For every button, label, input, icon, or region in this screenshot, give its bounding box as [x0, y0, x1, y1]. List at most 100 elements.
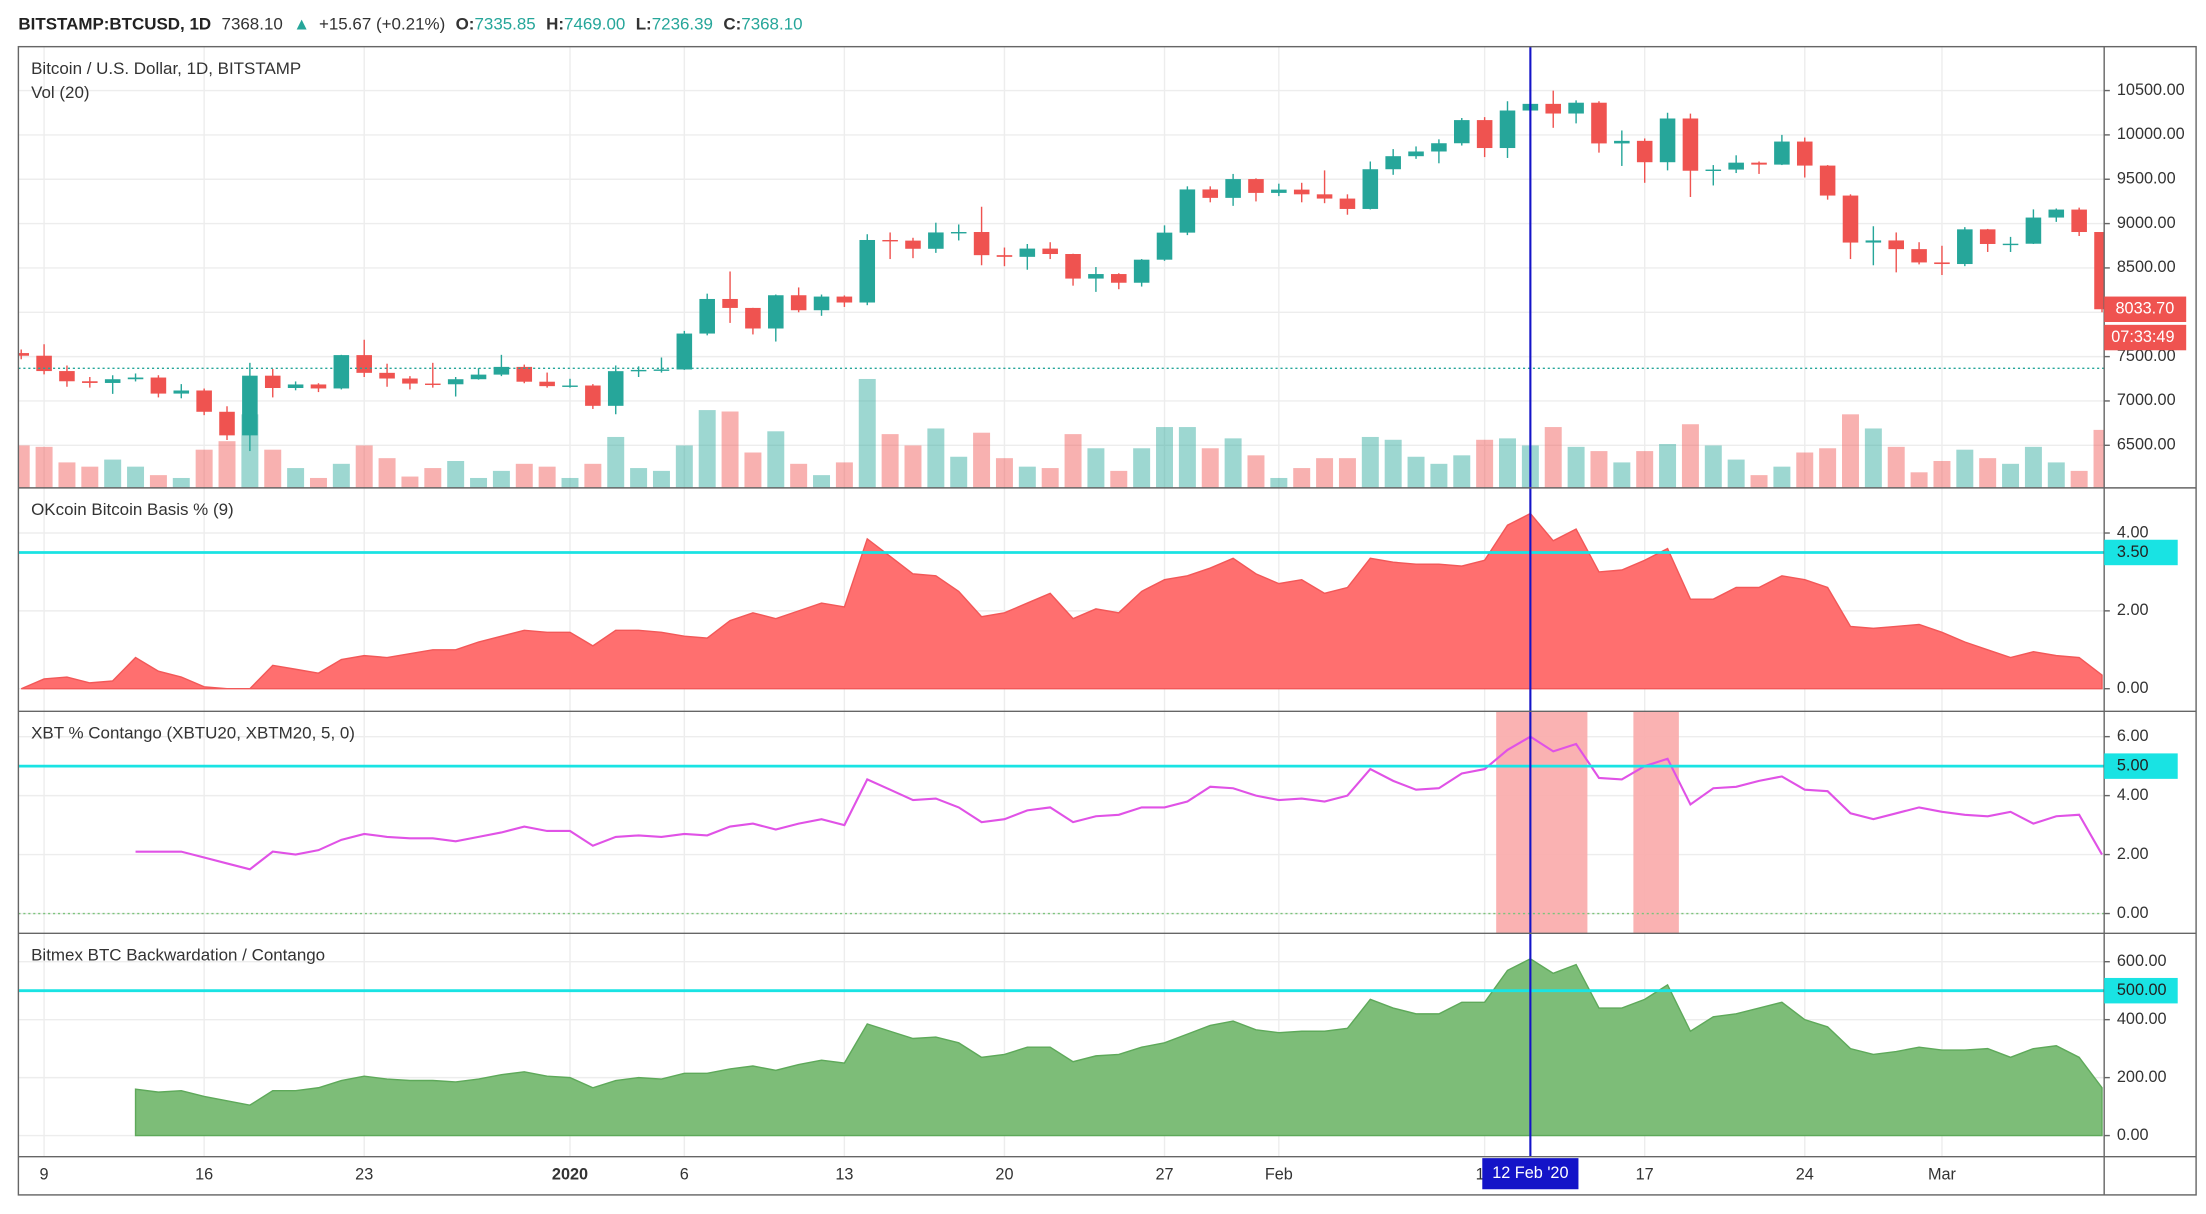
- volume-bar: [1887, 446, 1905, 488]
- volume-bar: [1613, 462, 1631, 488]
- x-tick-label: Mar: [1928, 1165, 1957, 1183]
- candle-body: [813, 296, 830, 311]
- area: [134, 957, 2103, 1137]
- candle-body: [722, 298, 738, 308]
- volume-bar: [607, 436, 625, 488]
- change: +15.67 (+0.21%): [319, 15, 445, 34]
- volume-bar: [195, 449, 213, 488]
- y-tick-label: 7000.00: [2117, 391, 2176, 409]
- candle-body: [493, 366, 510, 375]
- last-price-label: 8033.70: [2115, 300, 2174, 318]
- highlight-band: [1633, 711, 1679, 934]
- candle-body: [2094, 232, 2105, 310]
- volume-bar: [675, 445, 693, 488]
- candle-body: [1751, 162, 1767, 165]
- volume-bar: [127, 466, 145, 488]
- y-tick-label: 9500.00: [2117, 170, 2176, 188]
- x-tick-label: 27: [1155, 1165, 1173, 1183]
- volume-bar: [1453, 455, 1471, 488]
- candle-body: [1248, 179, 1264, 193]
- volume-bar: [813, 475, 831, 488]
- threshold-box: [2104, 539, 2178, 566]
- candle-body: [333, 355, 350, 389]
- open-value: 7335.85: [474, 15, 535, 34]
- open-label: O:: [456, 15, 475, 34]
- volume-bar: [835, 462, 853, 488]
- candle-body: [882, 239, 898, 242]
- y-tick-label: 7500.00: [2117, 347, 2176, 365]
- candle-body: [18, 353, 29, 356]
- volume-bar: [18, 445, 30, 488]
- countdown-box: [2104, 324, 2187, 351]
- threshold-label: 500.00: [2117, 981, 2167, 999]
- y-tick-label: 0.00: [2117, 1126, 2149, 1144]
- x-tick-label: 2020: [552, 1165, 588, 1183]
- volume-bar: [630, 468, 648, 488]
- volume-bar: [104, 459, 122, 488]
- volume-bar: [858, 378, 876, 488]
- volume-bar: [584, 463, 602, 488]
- candle-body: [310, 384, 327, 389]
- candle-body: [859, 239, 876, 303]
- overlay: [18, 46, 2105, 1157]
- volume-bar: [332, 463, 350, 488]
- countdown-label: 07:33:49: [2111, 328, 2174, 346]
- candle-body: [1431, 143, 1447, 152]
- volume-bar: [1201, 448, 1219, 488]
- candle-body: [1133, 259, 1150, 283]
- last-price: 7368.10: [222, 15, 283, 34]
- candle-body: [104, 379, 121, 383]
- candle-body: [173, 390, 190, 394]
- volume-bar: [515, 463, 533, 488]
- candle-body: [973, 232, 990, 256]
- volume-bar: [927, 428, 945, 488]
- volume-bar: [264, 449, 282, 488]
- candle-body: [1957, 229, 1973, 265]
- candle-body: [1636, 140, 1653, 163]
- volume-bar: [1293, 468, 1311, 488]
- volume-bar: [1773, 466, 1791, 488]
- candle-body: [150, 377, 167, 394]
- candle-body: [516, 366, 533, 382]
- candle-body: [676, 333, 693, 370]
- candle-body: [1888, 240, 1904, 250]
- volume-bar: [355, 445, 373, 488]
- volume-bar: [2093, 429, 2105, 488]
- pane-title: XBT % Contango (XBTU20, XBTM20, 5, 0): [31, 723, 355, 742]
- volume-bar: [1819, 448, 1837, 488]
- candle-body: [1316, 194, 1333, 199]
- candle-body: [1865, 240, 1882, 243]
- high-label: H:: [546, 15, 564, 34]
- candle-body: [1499, 110, 1516, 149]
- candle-body: [1111, 274, 1127, 283]
- volume-bar: [1727, 459, 1745, 488]
- candle-body: [1065, 254, 1081, 279]
- y-tick-label: 4.00: [2117, 523, 2149, 541]
- candle-body: [1088, 274, 1104, 279]
- candle-body: [539, 381, 555, 387]
- candle-body: [1453, 120, 1470, 144]
- candle-body: [1225, 179, 1241, 198]
- x-tick-label: 13: [835, 1165, 853, 1183]
- volume-bar: [1842, 414, 1859, 488]
- candle-body: [1614, 140, 1630, 144]
- candle-body: [905, 240, 921, 249]
- volume-bar: [1178, 427, 1196, 488]
- volume-bar: [2002, 463, 2020, 488]
- volume-bar: [1544, 427, 1562, 488]
- candle-body: [470, 374, 487, 380]
- candle-body: [127, 377, 144, 380]
- y-tick-label: 9000.00: [2117, 214, 2176, 232]
- volume-bar: [1956, 449, 1974, 488]
- y-tick-label: 600.00: [2117, 952, 2167, 970]
- candle-body: [1545, 103, 1562, 114]
- volume-bar: [1750, 475, 1768, 488]
- candle-body: [1202, 189, 1219, 198]
- crosshair-label: 12 Feb '20: [1492, 1164, 1568, 1182]
- candle-body: [1476, 120, 1493, 149]
- candle-body: [59, 371, 75, 382]
- candle-body: [653, 369, 670, 371]
- candle-body: [2002, 243, 2019, 246]
